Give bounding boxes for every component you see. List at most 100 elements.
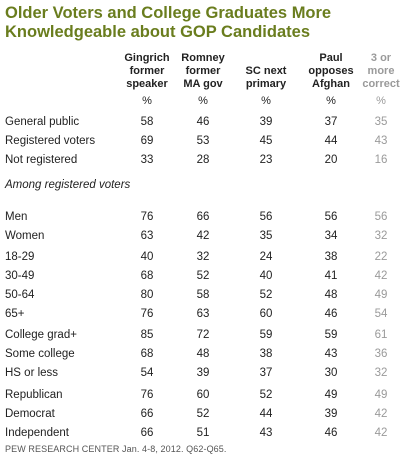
row-label: Democrat [5,408,55,420]
table-cell: 28 [196,154,210,166]
table-cell: 53 [196,135,210,147]
row-label: Registered voters [5,135,96,147]
table-cell: 43 [374,135,388,147]
table-row: 65+ 76 63 60 46 54 [0,308,409,323]
table-row: 18-29 40 32 24 38 22 [0,251,409,266]
table-row: HS or less 54 39 37 30 32 [0,367,409,382]
table-cell: 35 [259,230,273,242]
table-cell: 46 [324,308,338,320]
row-label: 65+ [5,308,25,320]
percent-sign: % [326,95,336,107]
table-cell: 66 [140,408,154,420]
table-cell: 23 [259,154,273,166]
table-row: Republican 76 60 52 49 49 [0,389,409,404]
table-cell: 85 [140,329,154,341]
row-label: HS or less [5,367,59,379]
table-cell: 42 [374,408,388,420]
table-cell: 68 [140,348,154,360]
table-cell: 45 [259,135,273,147]
table-cell: 40 [259,270,273,282]
table-cell: 32 [374,367,388,379]
table-cell: 44 [324,135,338,147]
title-line-1: Older Voters and College Graduates More [5,4,332,22]
table-cell: 41 [324,270,338,282]
row-label: 30-49 [5,270,35,282]
table-cell: 48 [196,348,210,360]
table-cell: 43 [324,348,338,360]
table-cell: 39 [259,116,273,128]
table-cell: 38 [259,348,273,360]
table-cell: 68 [140,270,154,282]
percent-sign: % [142,95,152,107]
table-cell: 52 [196,408,210,420]
table-cell: 49 [374,289,388,301]
row-label: Men [5,211,28,223]
table-cell: 22 [374,251,388,263]
table-cell: 52 [196,270,210,282]
percent-row: % % % % % [0,95,409,109]
table-row: Independent 66 51 43 46 42 [0,427,409,442]
row-label: Independent [5,427,69,439]
table-row: General public 58 46 39 37 35 [0,116,409,131]
table-cell: 20 [324,154,338,166]
table-cell: 56 [259,211,273,223]
table-cell: 60 [259,308,273,320]
table-cell: 48 [324,289,338,301]
row-label: Some college [5,348,75,360]
row-label: Republican [5,389,63,401]
row-label: College grad+ [5,329,77,341]
table-cell: 39 [196,367,210,379]
table-cell: 46 [324,427,338,439]
table-cell: 66 [196,211,210,223]
table-cell: 49 [324,389,338,401]
table-cell: 52 [259,389,273,401]
table-cell: 56 [324,211,338,223]
table-cell: 16 [374,154,388,166]
table-cell: 59 [259,329,273,341]
table-cell: 54 [140,367,154,379]
table-cell: 72 [196,329,210,341]
table-cell: 49 [374,389,388,401]
section-label: Among registered voters [5,179,131,191]
table-cell: 80 [140,289,154,301]
percent-sign: % [198,95,208,107]
source-footer: PEW RESEARCH CENTER Jan. 4-8, 2012. Q62-… [5,444,227,454]
table-cell: 24 [259,251,273,263]
row-label: Women [5,230,45,242]
table-cell: 59 [324,329,338,341]
table-cell: 61 [374,329,388,341]
table-cell: 46 [196,116,210,128]
table-row: Not registered 33 28 23 20 16 [0,154,409,169]
table-cell: 56 [374,211,388,223]
table-cell: 43 [259,427,273,439]
table-cell: 76 [140,389,154,401]
table-cell: 40 [140,251,154,263]
row-label: 18-29 [5,251,35,263]
table-cell: 39 [324,408,338,420]
table-cell: 63 [196,308,210,320]
row-label: 50-64 [5,289,35,301]
table-cell: 42 [374,427,388,439]
percent-sign: % [261,95,271,107]
table-row: 50-64 80 58 52 48 49 [0,289,409,304]
column-headers: Gingrich former speaker Romney former MA… [0,52,409,106]
table-cell: 76 [140,308,154,320]
column-header-sc-primary: SC next primary [245,65,287,90]
table-row: Registered voters 69 53 45 44 43 [0,135,409,150]
table-cell: 58 [196,289,210,301]
table-cell: 63 [140,230,154,242]
table-cell: 36 [374,348,388,360]
table-cell: 44 [259,408,273,420]
table-row: Women 63 42 35 34 32 [0,230,409,245]
table-cell: 69 [140,135,154,147]
table-cell: 58 [140,116,154,128]
column-header-paul: Paul opposes Afghan [308,52,354,90]
table-cell: 66 [140,427,154,439]
table-row: 30-49 68 52 40 41 42 [0,270,409,285]
row-label: Not registered [5,154,78,166]
table-cell: 30 [324,367,338,379]
table-cell: 37 [259,367,273,379]
table-cell: 60 [196,389,210,401]
table-cell: 76 [140,211,154,223]
table-row: College grad+ 85 72 59 59 61 [0,329,409,344]
